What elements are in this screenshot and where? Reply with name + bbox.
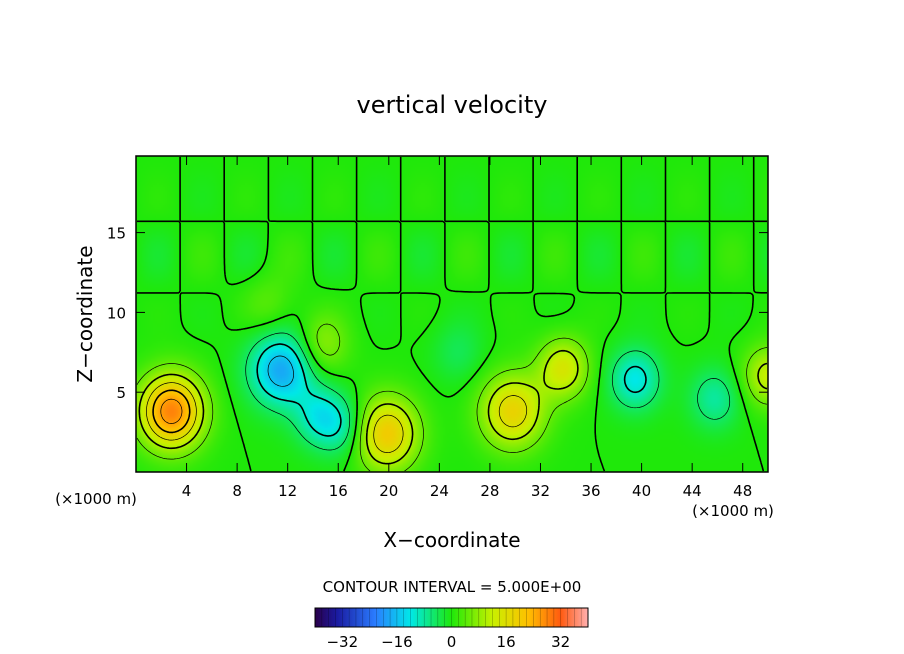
x-tick-label: 8 (232, 482, 242, 500)
x-tick-label: 32 (531, 482, 550, 500)
contour-lines (136, 157, 768, 472)
x-tick-label: 48 (733, 482, 752, 500)
x-tick-label: 36 (581, 482, 600, 500)
y-axis-label: Z−coordinate (73, 245, 97, 382)
colorbar-tick-label: 16 (497, 633, 516, 651)
contour-interval-label: CONTOUR INTERVAL = 5.000E+00 (323, 578, 582, 596)
x-tick-label: 24 (430, 482, 449, 500)
contour-level--5 (245, 332, 731, 451)
colorbar-tick-label: −32 (326, 633, 358, 651)
contour-level-10 (138, 349, 768, 465)
x-tick-label: 12 (278, 482, 297, 500)
y-axis: 5 10 15 (107, 225, 768, 402)
x-unit-label-right: (×1000 m) (692, 502, 774, 520)
chart-title: vertical velocity (357, 91, 548, 119)
contour-level-5 (136, 323, 768, 472)
x-axis-label: X−coordinate (383, 528, 520, 552)
contour-level--15 (267, 355, 294, 387)
colorbar: −32 −16 0 16 32 (314, 607, 589, 651)
y-tick-label: 15 (107, 225, 126, 243)
colorbar-tick-label: 0 (447, 633, 457, 651)
x-tick-label: 16 (329, 482, 348, 500)
contour-level-15 (146, 382, 528, 453)
x-tick-label: 44 (683, 482, 702, 500)
colorbar-frame (314, 607, 589, 628)
x-tick-label: 40 (632, 482, 651, 500)
colorbar-ticks: −32 −16 0 16 32 (326, 633, 570, 651)
x-tick-label: 4 (182, 482, 192, 500)
contour-level-0 (137, 157, 767, 472)
contour-level--10 (256, 343, 647, 437)
y-tick-label: 5 (116, 384, 126, 402)
colorbar-dividers (314, 608, 589, 627)
x-axis: 4 8 12 16 20 24 28 32 36 40 44 48 (182, 156, 752, 500)
plot-area (135, 155, 769, 473)
x-tick-label: 20 (379, 482, 398, 500)
y-tick-label: 10 (107, 304, 126, 322)
plot-frame (135, 155, 769, 473)
contour-level-25 (160, 398, 183, 424)
colorbar-tick-label: −16 (381, 633, 413, 651)
contour-level-20 (152, 389, 191, 434)
x-tick-label: 28 (480, 482, 499, 500)
heatmap-image (136, 156, 768, 472)
colorbar-tick-label: 32 (551, 633, 570, 651)
x-unit-label-left: (×1000 m) (55, 490, 137, 508)
